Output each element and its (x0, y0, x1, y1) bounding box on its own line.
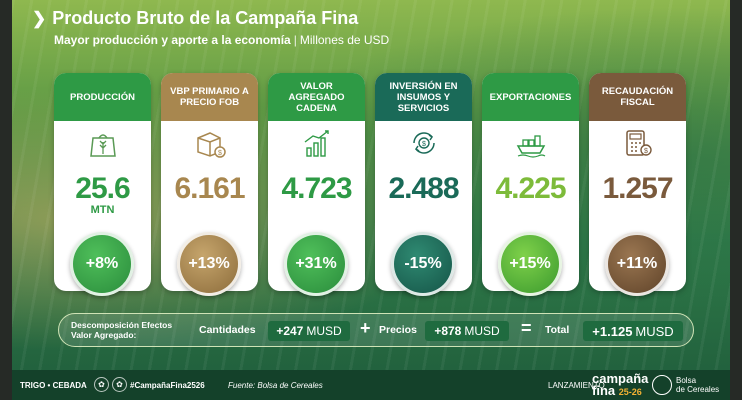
value-added-decomposition: Descomposición Efectos Valor Agregado: C… (58, 313, 694, 347)
card-value: 6.161 (174, 172, 245, 205)
card-title: VBP PRIMARIO A PRECIO FOB (161, 73, 258, 121)
plus-sign: + (360, 318, 371, 338)
wheat-icon: ✿ (94, 377, 109, 392)
card-change-badge: +8% (70, 232, 134, 296)
card-produccion: PRODUCCIÓN 25.6 MTN +8% (54, 73, 151, 296)
footer-source: Fuente: Bolsa de Cereales (228, 381, 323, 390)
card-title: INVERSIÓN EN INSUMOS Y SERVICIOS (375, 73, 472, 121)
equals-sign: = (521, 318, 532, 338)
card-title: VALOR AGREGADO CADENA (268, 73, 365, 121)
subtitle-unit: Millones de USD (299, 33, 390, 47)
footer-launch: LANZAMIENTO (548, 381, 605, 390)
total-value: +1.125 (592, 323, 633, 339)
org-name: Bolsa de Cereales (676, 376, 719, 394)
card-change-badge: +11% (605, 232, 669, 296)
box-coin-icon: $ (197, 132, 226, 158)
subtitle-separator: | (293, 33, 297, 47)
quantities-unit: MUSD (306, 324, 342, 338)
brand-line2: fina (592, 383, 616, 398)
prices-value: +878 (434, 324, 462, 338)
quantities-pill: +247 MUSD (268, 321, 350, 341)
calculator-coin-icon: $ (626, 130, 652, 156)
title-row: ❯ Producto Bruto de la Campaña Fina (32, 8, 358, 29)
quantities-label: Cantidades (199, 324, 256, 336)
org-line2: de Cereales (676, 385, 720, 394)
footer-bar: TRIGO • CEBADA ✿ ✿ #CampañaFina2526 Fuen… (12, 370, 730, 400)
money-cycle-icon: $ (413, 132, 435, 154)
org-line1: Bolsa (676, 376, 697, 385)
subtitle: Mayor producción y aporte a la economía |… (54, 33, 389, 47)
card-value: 25.6 (75, 172, 130, 205)
card-change-badge: +31% (284, 232, 348, 296)
prices-pill: +878 MUSD (425, 321, 509, 341)
card-change-badge: -15% (391, 232, 455, 296)
card-value: 4.723 (281, 172, 352, 205)
card-value: 1.257 (602, 172, 673, 205)
card-value: 2.488 (388, 172, 459, 205)
subtitle-main: Mayor producción y aporte a la economía (54, 33, 291, 47)
card-title: RECAUDACIÓN FISCAL (589, 73, 686, 121)
campaign-logo: campaña fina 25-26 (592, 371, 649, 398)
total-pill: +1.125 MUSD (583, 321, 683, 341)
prices-unit: MUSD (464, 324, 500, 338)
brand-years: 25-26 (618, 387, 642, 397)
footer-crops: TRIGO • CEBADA (20, 381, 87, 390)
page-title: Producto Bruto de la Campaña Fina (52, 8, 359, 28)
card-vbp-primario: VBP PRIMARIO A PRECIO FOB $ 6.161 +13% (161, 73, 258, 296)
prices-label: Precios (379, 324, 417, 336)
total-unit: MUSD (635, 323, 674, 339)
card-inversion-insumos: INVERSIÓN EN INSUMOS Y SERVICIOS $ 2.488… (375, 73, 472, 296)
chevron-right-icon: ❯ (32, 8, 47, 28)
card-unit: MTN (90, 204, 115, 216)
svg-text:$: $ (644, 148, 648, 155)
svg-text:$: $ (422, 141, 426, 148)
card-change-badge: +15% (498, 232, 562, 296)
card-title: PRODUCCIÓN (54, 73, 151, 121)
quantities-value: +247 (276, 324, 304, 338)
card-value: 4.225 (495, 172, 566, 205)
total-label: Total (545, 324, 570, 336)
bar-chart-growth-icon (304, 130, 329, 157)
card-exportaciones: EXPORTACIONES 4.225 +15% (482, 73, 579, 296)
brand-line1: campaña (592, 371, 649, 386)
bolsa-logo-icon (652, 375, 672, 395)
card-title: EXPORTACIONES (482, 73, 579, 121)
wheat-bag-icon (90, 134, 116, 157)
decomposition-label: Descomposición Efectos Valor Agregado: (71, 320, 173, 340)
card-recaudacion-fiscal: RECAUDACIÓN FISCAL $ 1.257 +11% (589, 73, 686, 296)
svg-text:$: $ (218, 150, 222, 157)
card-valor-agregado: VALOR AGREGADO CADENA 4.723 +31% (268, 73, 365, 296)
infographic-panel: ❯ Producto Bruto de la Campaña Fina Mayo… (12, 0, 730, 400)
card-change-badge: +13% (177, 232, 241, 296)
footer-hashtag: #CampañaFina2526 (130, 381, 205, 390)
wheat-icon: ✿ (112, 377, 127, 392)
cargo-ship-icon (516, 135, 546, 158)
